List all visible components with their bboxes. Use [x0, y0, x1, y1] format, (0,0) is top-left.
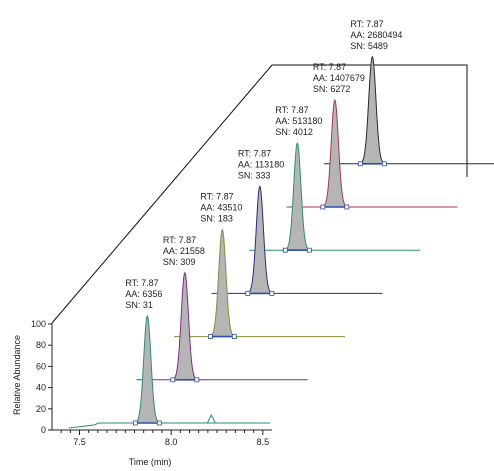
x-axis-label: Time (min) — [129, 457, 172, 467]
peak-label-sn: SN: 309 — [163, 257, 196, 267]
peak-label-rt: RT: 7.87 — [350, 19, 383, 29]
integration-end-marker — [381, 161, 387, 167]
frame-left-diagonal — [51, 64, 273, 324]
peak-label: RT: 7.87 AA: 513180 SN: 4012 — [275, 105, 322, 137]
trace-5: RT: 7.87 AA: 513180 SN: 4012 — [249, 105, 420, 253]
peak-area — [207, 229, 238, 337]
integration-start-marker — [282, 247, 288, 253]
x-tick-label: 8.0 — [165, 437, 178, 447]
peak-area — [282, 143, 313, 251]
peak-label-aa: AA: 113180 — [238, 159, 284, 169]
y-tick-label: 100 — [31, 319, 46, 329]
y-tick-label: 20 — [36, 404, 46, 414]
integration-start-marker — [320, 204, 326, 210]
trace-6: RT: 7.87 AA: 1407679 SN: 6272 — [286, 62, 458, 210]
integration-start-marker — [207, 334, 213, 340]
peak-label-sn: SN: 4012 — [275, 127, 313, 137]
peak-label: RT: 7.87 AA: 1407679 SN: 6272 — [313, 62, 365, 94]
peak-label-rt: RT: 7.87 — [125, 278, 158, 288]
trace-1: RT: 7.87 AA: 6356 SN: 31 — [68, 278, 270, 429]
integration-end-marker — [231, 334, 237, 340]
integration-start-marker — [357, 161, 363, 167]
y-tick-label: 0 — [41, 425, 46, 435]
integration-start-marker — [170, 377, 176, 383]
integration-end-marker — [344, 204, 350, 210]
peak-label: RT: 7.87 AA: 6356 SN: 31 — [125, 278, 162, 310]
x-tick-label: 7.5 — [73, 437, 86, 447]
peak-label-aa: AA: 21558 — [163, 246, 205, 256]
axes: Relative Abundance Time (min) 0 20 40 60 80 1… — [12, 319, 272, 467]
trace-minor-peak — [206, 413, 228, 424]
peak-area — [357, 56, 388, 164]
peak-area — [169, 272, 200, 380]
peak-label-sn: SN: 31 — [125, 300, 153, 310]
peak-label-sn: SN: 6272 — [313, 84, 351, 94]
peak-label-sn: SN: 333 — [238, 170, 271, 180]
x-tick-label: 8.5 — [257, 437, 270, 447]
peak-label-aa: AA: 6356 — [125, 289, 162, 299]
peak-label-aa: AA: 43510 — [200, 203, 242, 213]
integration-end-marker — [306, 247, 312, 253]
peak-area — [132, 316, 163, 423]
trace-2: RT: 7.87 AA: 21558 SN: 309 — [136, 235, 308, 383]
y-tick-label: 80 — [36, 340, 46, 350]
peak-label-aa: AA: 513180 — [275, 116, 322, 126]
integration-start-marker — [245, 290, 251, 296]
trace-baseline — [68, 422, 270, 429]
peak-label-rt: RT: 7.87 — [313, 62, 346, 72]
trace-3: RT: 7.87 AA: 43510 SN: 183 — [174, 192, 345, 340]
peak-label-aa: AA: 1407679 — [313, 73, 365, 83]
integration-start-marker — [132, 420, 138, 426]
integration-end-marker — [269, 290, 275, 296]
peak-label-sn: SN: 5489 — [350, 41, 388, 51]
peak-area — [319, 100, 350, 207]
peak-label-rt: RT: 7.87 — [163, 235, 196, 245]
peak-label-rt: RT: 7.87 — [275, 105, 308, 115]
peak-label: RT: 7.87 AA: 43510 SN: 183 — [200, 192, 242, 224]
y-tick-label: 40 — [36, 383, 46, 393]
peak-label-sn: SN: 183 — [200, 214, 233, 224]
y-axis-label: Relative Abundance — [12, 335, 22, 415]
y-tick-label: 60 — [36, 361, 46, 371]
peak-area — [244, 186, 275, 294]
frame-back-edges — [272, 64, 468, 177]
peak-label: RT: 7.87 AA: 21558 SN: 309 — [163, 235, 205, 267]
peak-label-rt: RT: 7.87 — [200, 192, 233, 202]
integration-end-marker — [194, 377, 200, 383]
peak-label-aa: AA: 2680494 — [350, 30, 402, 40]
peak-label: RT: 7.87 AA: 113180 SN: 333 — [238, 148, 284, 180]
trace-7: RT: 7.87 AA: 2680494 SN: 5489 — [324, 19, 494, 167]
trace-4: RT: 7.87 AA: 113180 SN: 333 — [211, 148, 383, 296]
peak-label: RT: 7.87 AA: 2680494 SN: 5489 — [350, 19, 402, 51]
peak-label-rt: RT: 7.87 — [238, 148, 271, 158]
perspective-frame — [51, 64, 468, 324]
integration-end-marker — [156, 420, 162, 426]
